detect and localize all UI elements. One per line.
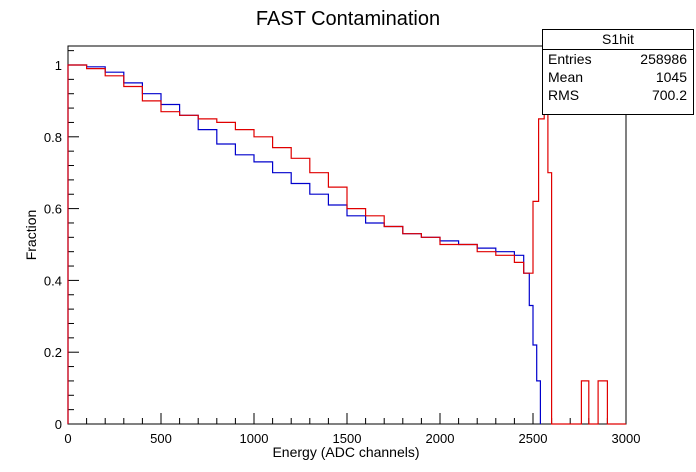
stats-value: 1045 bbox=[655, 69, 687, 85]
x-tick-label: 0 bbox=[64, 431, 71, 446]
stats-row-rms: RMS 700.2 bbox=[543, 86, 693, 104]
x-axis-label: Energy (ADC channels) bbox=[272, 444, 419, 460]
y-tick-label: 0.4 bbox=[44, 273, 62, 288]
y-tick-label: 0 bbox=[55, 417, 62, 432]
stats-box: S1hit Entries 258986 Mean 1045 RMS 700.2 bbox=[542, 29, 694, 115]
y-tick-label: 0.6 bbox=[44, 202, 62, 217]
x-tick-label: 1000 bbox=[240, 431, 269, 446]
x-tick-label: 2000 bbox=[426, 431, 455, 446]
x-tick-label: 2500 bbox=[519, 431, 548, 446]
stats-label: Mean bbox=[548, 69, 584, 85]
series-line-blue bbox=[67, 64, 541, 424]
stats-value: 258986 bbox=[640, 51, 687, 67]
x-axis: 0 500 1000 1500 2000 2500 3000 bbox=[64, 413, 640, 446]
chart-title: FAST Contamination bbox=[256, 8, 440, 30]
y-tick-label: 0.2 bbox=[44, 345, 62, 360]
x-tick-label: 3000 bbox=[612, 431, 641, 446]
y-tick-label: 1 bbox=[55, 58, 62, 73]
stats-label: Entries bbox=[548, 51, 592, 67]
stats-label: RMS bbox=[548, 87, 580, 103]
series-layer bbox=[67, 64, 627, 425]
y-axis-label: Fraction bbox=[23, 210, 39, 261]
y-tick-label: 0.8 bbox=[44, 130, 62, 145]
stats-row-mean: Mean 1045 bbox=[543, 68, 693, 86]
series-line-red bbox=[67, 64, 626, 425]
y-axis: 0 0.2 0.4 0.6 0.8 1 bbox=[44, 50, 79, 432]
x-tick-label: 1500 bbox=[333, 431, 362, 446]
stats-value: 700.2 bbox=[651, 87, 687, 103]
x-tick-label: 500 bbox=[150, 431, 172, 446]
stats-title: S1hit bbox=[543, 30, 693, 50]
stats-row-entries: Entries 258986 bbox=[543, 50, 693, 68]
